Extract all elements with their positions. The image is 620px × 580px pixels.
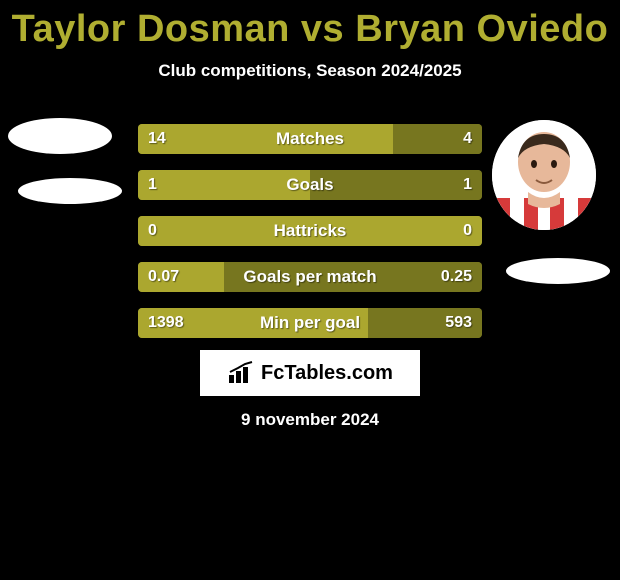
snapshot-date: 9 november 2024: [0, 410, 620, 430]
player-left-avatar: [8, 118, 112, 154]
player-left-gender-pill: [18, 178, 122, 204]
eye-left: [531, 160, 537, 168]
comparison-bars: 144Matches 11Goals 00Hattricks 0.070.25Goal…: [138, 124, 482, 354]
stat-row: 11Goals: [138, 170, 482, 200]
comparison-title: Taylor Dosman vs Bryan Oviedo: [0, 0, 620, 51]
stat-label: Hattricks: [138, 216, 482, 246]
stat-label: Goals: [138, 170, 482, 200]
brand-text: FcTables.com: [261, 362, 393, 385]
stat-label: Min per goal: [138, 308, 482, 338]
stat-label: Matches: [138, 124, 482, 154]
stripe-1: [496, 198, 510, 230]
brand-box[interactable]: FcTables.com: [200, 350, 420, 396]
eye-right: [551, 160, 557, 168]
stat-row: 144Matches: [138, 124, 482, 154]
stat-row: 0.070.25Goals per match: [138, 262, 482, 292]
stat-row: 00Hattricks: [138, 216, 482, 246]
comparison-subtitle: Club competitions, Season 2024/2025: [0, 61, 620, 81]
stat-row: 1398593Min per goal: [138, 308, 482, 338]
stripe-4: [578, 198, 592, 230]
player-right-avatar-svg: [492, 120, 596, 230]
brand-chart-icon: [227, 361, 255, 385]
player-right-avatar: [492, 120, 596, 230]
player-right-gender-pill: [506, 258, 610, 284]
stat-label: Goals per match: [138, 262, 482, 292]
